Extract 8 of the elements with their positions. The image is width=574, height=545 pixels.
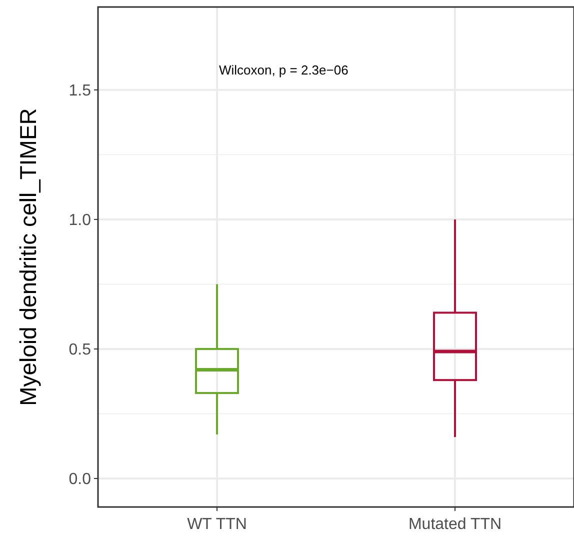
y-tick-label: 1.0	[68, 212, 92, 230]
annotation: Wilcoxon, p = 2.3e−06	[218, 62, 348, 78]
y-axis-title: Myeloid dendritic cell_TIMER	[15, 108, 41, 406]
x-tick-label: WT TTN	[187, 516, 247, 533]
y-tick-label: 0.0	[68, 471, 92, 488]
y-tick-label: 1.5	[68, 82, 92, 100]
x-tick-label: Mutated TTN	[408, 516, 502, 533]
y-tick-label: 0.5	[68, 342, 92, 359]
